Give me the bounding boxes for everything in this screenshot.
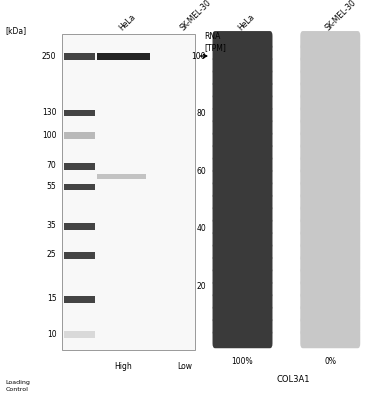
FancyBboxPatch shape — [300, 168, 360, 187]
FancyBboxPatch shape — [212, 68, 272, 87]
FancyBboxPatch shape — [62, 374, 194, 399]
FancyBboxPatch shape — [300, 230, 360, 249]
FancyBboxPatch shape — [97, 378, 210, 395]
FancyBboxPatch shape — [212, 242, 272, 261]
FancyBboxPatch shape — [212, 317, 272, 336]
FancyBboxPatch shape — [300, 44, 360, 62]
FancyBboxPatch shape — [300, 143, 360, 162]
FancyBboxPatch shape — [300, 267, 360, 286]
Text: 60: 60 — [196, 167, 206, 176]
FancyBboxPatch shape — [300, 130, 360, 149]
Text: 100: 100 — [191, 52, 206, 61]
Text: SK-MEL-30: SK-MEL-30 — [324, 0, 358, 32]
FancyBboxPatch shape — [300, 280, 360, 298]
FancyBboxPatch shape — [97, 53, 150, 60]
FancyBboxPatch shape — [212, 180, 272, 199]
FancyBboxPatch shape — [212, 106, 272, 124]
FancyBboxPatch shape — [64, 296, 95, 303]
Text: 35: 35 — [47, 221, 56, 230]
FancyBboxPatch shape — [212, 230, 272, 249]
FancyBboxPatch shape — [212, 330, 272, 348]
FancyBboxPatch shape — [64, 252, 95, 258]
FancyBboxPatch shape — [62, 34, 194, 350]
FancyBboxPatch shape — [212, 193, 272, 212]
Text: RNA
[TPM]: RNA [TPM] — [204, 32, 226, 52]
Text: Loading
Control: Loading Control — [6, 380, 31, 392]
FancyBboxPatch shape — [64, 132, 95, 139]
FancyBboxPatch shape — [300, 218, 360, 236]
Text: HeLa: HeLa — [236, 12, 256, 32]
FancyBboxPatch shape — [212, 292, 272, 311]
FancyBboxPatch shape — [300, 317, 360, 336]
FancyBboxPatch shape — [300, 118, 360, 137]
Text: 15: 15 — [47, 294, 56, 304]
FancyBboxPatch shape — [64, 53, 95, 60]
FancyBboxPatch shape — [212, 304, 272, 323]
FancyBboxPatch shape — [300, 242, 360, 261]
Text: 70: 70 — [47, 162, 56, 170]
Text: 0%: 0% — [324, 357, 336, 366]
FancyBboxPatch shape — [212, 118, 272, 137]
FancyBboxPatch shape — [212, 81, 272, 100]
Text: 100%: 100% — [232, 357, 253, 366]
Text: HeLa: HeLa — [117, 12, 137, 32]
Text: Low: Low — [177, 362, 192, 371]
Text: 80: 80 — [196, 109, 206, 118]
Text: 40: 40 — [196, 224, 206, 233]
Text: 100: 100 — [42, 131, 56, 140]
Text: 130: 130 — [42, 108, 56, 117]
FancyBboxPatch shape — [212, 218, 272, 236]
FancyBboxPatch shape — [212, 155, 272, 174]
Text: 25: 25 — [47, 250, 56, 259]
FancyBboxPatch shape — [64, 110, 95, 116]
Text: 10: 10 — [47, 330, 56, 338]
FancyBboxPatch shape — [212, 31, 272, 50]
Text: COL3A1: COL3A1 — [215, 52, 245, 60]
Text: COL3A1: COL3A1 — [277, 376, 310, 384]
Text: 55: 55 — [47, 182, 56, 191]
FancyBboxPatch shape — [64, 163, 95, 170]
FancyBboxPatch shape — [97, 174, 146, 180]
FancyBboxPatch shape — [300, 205, 360, 224]
FancyBboxPatch shape — [64, 184, 95, 190]
FancyBboxPatch shape — [300, 193, 360, 212]
Text: 20: 20 — [196, 282, 206, 290]
FancyBboxPatch shape — [300, 304, 360, 323]
FancyBboxPatch shape — [300, 330, 360, 348]
FancyBboxPatch shape — [212, 93, 272, 112]
FancyBboxPatch shape — [212, 267, 272, 286]
FancyBboxPatch shape — [64, 223, 95, 230]
FancyBboxPatch shape — [212, 280, 272, 298]
FancyBboxPatch shape — [212, 168, 272, 187]
Text: 250: 250 — [42, 52, 56, 60]
Text: High: High — [115, 362, 132, 371]
FancyBboxPatch shape — [300, 56, 360, 75]
FancyBboxPatch shape — [300, 180, 360, 199]
FancyBboxPatch shape — [64, 331, 95, 338]
FancyBboxPatch shape — [212, 143, 272, 162]
FancyBboxPatch shape — [300, 155, 360, 174]
Text: SK-MEL-30: SK-MEL-30 — [179, 0, 213, 32]
FancyBboxPatch shape — [212, 205, 272, 224]
FancyBboxPatch shape — [212, 44, 272, 62]
FancyBboxPatch shape — [300, 292, 360, 311]
FancyBboxPatch shape — [300, 31, 360, 50]
FancyBboxPatch shape — [300, 93, 360, 112]
FancyBboxPatch shape — [212, 56, 272, 75]
FancyBboxPatch shape — [300, 106, 360, 124]
Text: [kDa]: [kDa] — [6, 26, 27, 35]
FancyBboxPatch shape — [300, 81, 360, 100]
FancyBboxPatch shape — [300, 68, 360, 87]
FancyBboxPatch shape — [300, 255, 360, 274]
FancyBboxPatch shape — [212, 130, 272, 149]
FancyBboxPatch shape — [212, 255, 272, 274]
